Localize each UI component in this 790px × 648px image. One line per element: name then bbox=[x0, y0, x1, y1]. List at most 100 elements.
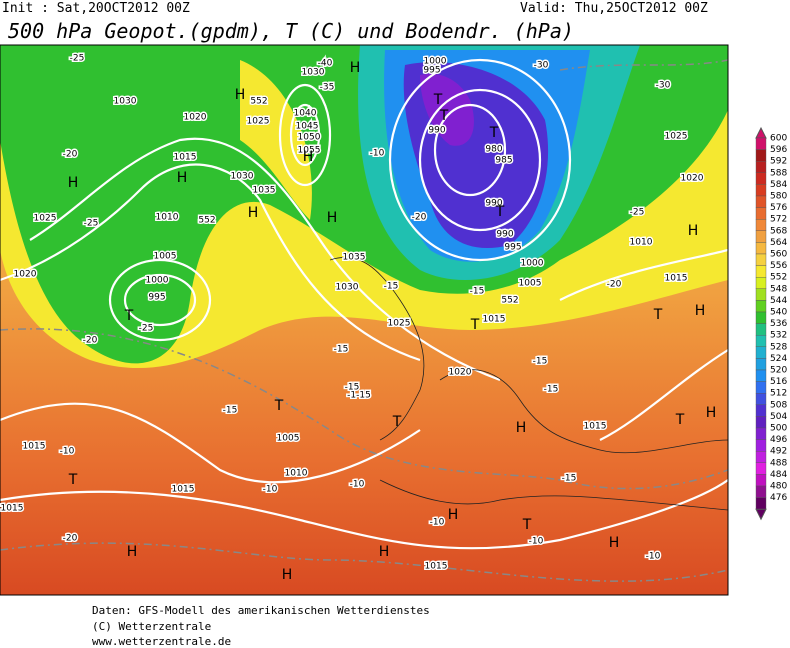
legend-swatch bbox=[755, 369, 767, 382]
isobar-label: -1-15 bbox=[347, 391, 371, 401]
isobar-label: 1005 bbox=[154, 252, 177, 262]
pressure-center: T bbox=[489, 125, 499, 141]
legend-swatch bbox=[755, 277, 767, 290]
pressure-center: H bbox=[303, 149, 314, 165]
isobar-label: -10 bbox=[263, 485, 278, 495]
isobar-label: 1000 bbox=[521, 259, 544, 269]
isobar-label: 1035 bbox=[343, 253, 366, 263]
isobar-label: 1015 bbox=[174, 153, 197, 163]
isobar-label: -20 bbox=[83, 336, 98, 346]
legend-label: 504 bbox=[770, 412, 787, 422]
pressure-center: T bbox=[653, 307, 663, 323]
isobar-label: -15 bbox=[470, 287, 485, 297]
legend-swatch bbox=[755, 300, 767, 313]
legend-cap bbox=[755, 508, 767, 521]
pressure-center: H bbox=[68, 175, 79, 191]
isobar-label: 1000 bbox=[424, 57, 447, 67]
isobar-label: 1020 bbox=[184, 113, 207, 123]
isobar-label: 1010 bbox=[285, 469, 308, 479]
legend-label: 480 bbox=[770, 482, 787, 492]
isobar-label: -10 bbox=[529, 537, 544, 547]
legend-swatch bbox=[755, 195, 767, 208]
isobar-label: 995 bbox=[148, 293, 165, 303]
pressure-center: T bbox=[470, 317, 480, 333]
pressure-center: T bbox=[439, 108, 449, 124]
isobar-label: -15 bbox=[334, 345, 349, 355]
legend-label: 600 bbox=[770, 134, 787, 144]
legend-label: 496 bbox=[770, 435, 787, 445]
legend-swatch bbox=[755, 358, 767, 371]
legend-label: 536 bbox=[770, 319, 787, 329]
legend-swatch bbox=[755, 265, 767, 278]
legend-label: 540 bbox=[770, 308, 787, 318]
pressure-center: T bbox=[522, 517, 532, 533]
footer-line: Daten: GFS-Modell des amerikanischen Wet… bbox=[92, 604, 430, 617]
pressure-center: T bbox=[274, 398, 284, 414]
legend-label: 548 bbox=[770, 284, 787, 294]
isobar-label: 1020 bbox=[14, 270, 37, 280]
pressure-center: T bbox=[124, 308, 134, 324]
pressure-center: H bbox=[609, 535, 620, 551]
legend-label: 560 bbox=[770, 250, 787, 260]
isobar-label: -25 bbox=[70, 54, 85, 64]
legend-swatch bbox=[755, 485, 767, 498]
pressure-center: H bbox=[350, 60, 361, 76]
isobar-label: -35 bbox=[320, 83, 335, 93]
pressure-center: H bbox=[327, 210, 338, 226]
legend-swatch bbox=[755, 416, 767, 429]
pressure-center: T bbox=[433, 92, 443, 108]
isobar-label: 1025 bbox=[665, 132, 688, 142]
isobar-label: -15 bbox=[345, 383, 360, 393]
legend-swatch bbox=[755, 288, 767, 301]
pressure-center: T bbox=[68, 472, 78, 488]
isobar-label: 1005 bbox=[277, 434, 300, 444]
legend-swatch bbox=[755, 160, 767, 173]
legend-swatch bbox=[755, 381, 767, 394]
isobar-label: 1030 bbox=[336, 283, 359, 293]
footer-line: www.wetterzentrale.de bbox=[92, 635, 231, 648]
legend-label: 488 bbox=[770, 458, 787, 468]
map bbox=[0, 45, 728, 595]
legend-swatch bbox=[755, 451, 767, 464]
legend-label: 492 bbox=[770, 447, 787, 457]
isobar-label: -15 bbox=[223, 406, 238, 416]
legend-swatch bbox=[755, 323, 767, 336]
legend-label: 564 bbox=[770, 238, 787, 248]
pressure-center: H bbox=[248, 205, 259, 221]
isobar-label: 552 bbox=[501, 296, 518, 306]
isobar-label: 1025 bbox=[34, 214, 57, 224]
isobar-label: 1030 bbox=[302, 68, 325, 78]
legend-label: 596 bbox=[770, 145, 787, 155]
legend-swatch bbox=[755, 427, 767, 440]
pressure-center: H bbox=[695, 303, 706, 319]
isobar-label: 1035 bbox=[253, 186, 276, 196]
isobar-label: 990 bbox=[496, 230, 513, 240]
pressure-center: H bbox=[177, 170, 188, 186]
legend-label: 528 bbox=[770, 342, 787, 352]
isobar-label: 990 bbox=[485, 199, 502, 209]
isobar-label: 1015 bbox=[1, 504, 24, 514]
legend-label: 580 bbox=[770, 192, 787, 202]
isobar-label: -25 bbox=[139, 324, 154, 334]
isobar-label: -20 bbox=[607, 280, 622, 290]
init-time: Init : Sat,20OCT2012 00Z bbox=[2, 1, 190, 16]
isobar-label: -25 bbox=[84, 219, 99, 229]
isobar-label: 1010 bbox=[630, 238, 653, 248]
legend-label: 512 bbox=[770, 389, 787, 399]
isobar-label: 1015 bbox=[23, 442, 46, 452]
isobar-label: 1020 bbox=[681, 174, 704, 184]
legend-swatch bbox=[755, 184, 767, 197]
isobar-label: -30 bbox=[534, 61, 549, 71]
legend-swatch bbox=[755, 137, 767, 150]
isobar-label: 1030 bbox=[114, 97, 137, 107]
map-frame bbox=[0, 44, 729, 596]
isobar-label: -20 bbox=[412, 213, 427, 223]
legend-swatch bbox=[755, 172, 767, 185]
legend-swatch bbox=[755, 335, 767, 348]
pressure-center: H bbox=[282, 567, 293, 583]
pressure-center: H bbox=[688, 223, 699, 239]
isobar-label: 552 bbox=[250, 97, 267, 107]
isobar-label: -10 bbox=[60, 447, 75, 457]
pressure-center: H bbox=[235, 87, 246, 103]
legend-label: 516 bbox=[770, 377, 787, 387]
